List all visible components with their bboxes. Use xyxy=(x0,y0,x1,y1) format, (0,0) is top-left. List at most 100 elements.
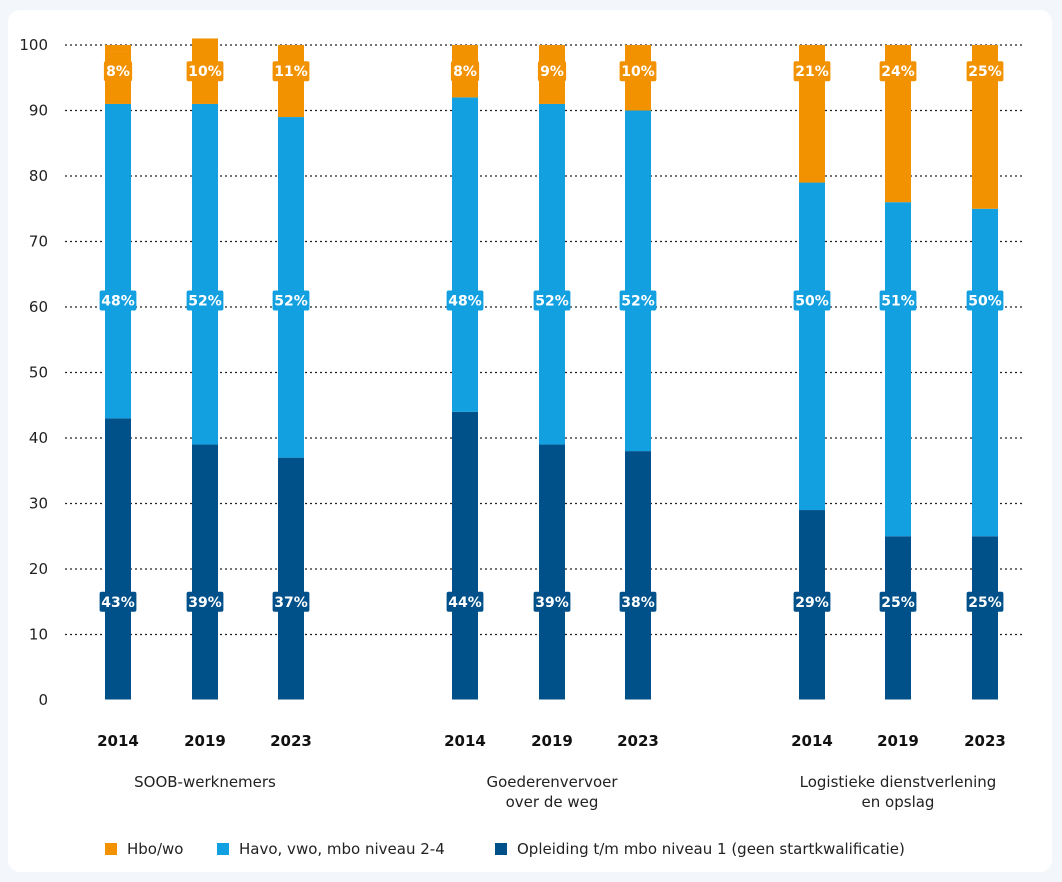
bar-segment-havo_mbo xyxy=(452,97,478,412)
bar-segment-havo_mbo xyxy=(625,110,651,452)
bar-segment-havo_mbo xyxy=(972,208,998,537)
data-label-hbo_wo: 21% xyxy=(795,64,829,80)
y-tick-label: 80 xyxy=(29,167,48,185)
x-tick-label: 2019 xyxy=(877,732,919,750)
data-label-havo_mbo: 50% xyxy=(795,293,829,309)
bar-segment-mbo1 xyxy=(192,444,218,700)
legend-swatch-havo_mbo xyxy=(217,843,229,855)
data-label-bg xyxy=(966,290,1004,311)
data-label-havo_mbo: 50% xyxy=(968,293,1002,309)
bar-segment-mbo1 xyxy=(539,444,565,700)
y-tick-label: 50 xyxy=(29,364,48,382)
data-label-bg xyxy=(99,591,137,612)
chart-card: 0 10 20 30 40 50 60 70 80 90 100 43% 48% 8% 2014 39% 52%… xyxy=(8,10,1052,872)
bar-segment-havo_mbo xyxy=(539,103,565,445)
x-tick-label: 2014 xyxy=(97,732,139,750)
legend-swatch-hbo_wo xyxy=(105,843,117,855)
data-label-bg xyxy=(186,61,224,82)
data-label-hbo_wo: 8% xyxy=(106,64,130,80)
data-label-hbo_wo: 10% xyxy=(188,64,222,80)
bar-segment-mbo1 xyxy=(452,411,478,700)
data-label-mbo1: 25% xyxy=(881,595,915,611)
bar-segment-hbo_wo-rounding xyxy=(105,45,131,52)
data-label-bg xyxy=(879,61,917,82)
data-label-mbo1: 25% xyxy=(968,595,1002,611)
legend-swatch-mbo1 xyxy=(495,843,507,855)
data-label-havo_mbo: 51% xyxy=(881,293,915,309)
data-label-hbo_wo: 24% xyxy=(881,64,915,80)
x-tick-label: 2023 xyxy=(964,732,1006,750)
legend-label-hbo_wo: Hbo/wo xyxy=(127,840,183,858)
data-label-bg xyxy=(450,61,480,82)
data-label-bg xyxy=(619,591,657,612)
data-label-bg xyxy=(272,61,310,82)
data-label-hbo_wo: 9% xyxy=(540,64,564,80)
bar-segment-mbo1 xyxy=(105,418,131,700)
x-tick-label: 2019 xyxy=(184,732,226,750)
y-tick-label: 10 xyxy=(29,626,48,644)
x-tick-label: 2023 xyxy=(270,732,312,750)
data-label-bg xyxy=(103,61,133,82)
y-tick-label: 30 xyxy=(29,495,48,513)
bar-segment-mbo1 xyxy=(972,536,998,700)
data-label-bg xyxy=(537,61,567,82)
data-label-hbo_wo: 8% xyxy=(453,64,477,80)
data-label-bg xyxy=(879,290,917,311)
group-label: SOOB-werknemers xyxy=(134,773,276,791)
data-label-hbo_wo: 11% xyxy=(274,64,308,80)
legend-label-havo_mbo: Havo, vwo, mbo niveau 2-4 xyxy=(239,840,445,858)
data-label-mbo1: 38% xyxy=(621,595,655,611)
bar-segment-havo_mbo xyxy=(278,117,304,458)
y-tick-label: 60 xyxy=(29,298,48,316)
x-tick-label: 2019 xyxy=(531,732,573,750)
y-tick-label: 40 xyxy=(29,429,48,447)
data-label-hbo_wo: 25% xyxy=(968,64,1002,80)
data-label-havo_mbo: 52% xyxy=(621,293,655,309)
stacked-bar-chart: 0 10 20 30 40 50 60 70 80 90 100 43% 48% 8% 2014 39% 52%… xyxy=(19,36,1024,858)
x-tick-label: 2014 xyxy=(444,732,486,750)
bar-segment-mbo1 xyxy=(625,451,651,700)
data-label-bg xyxy=(99,290,137,311)
data-label-bg xyxy=(186,591,224,612)
data-label-mbo1: 29% xyxy=(795,595,829,611)
x-tick-label: 2014 xyxy=(791,732,833,750)
data-label-hbo_wo: 10% xyxy=(621,64,655,80)
y-tick-label: 0 xyxy=(38,691,48,709)
data-label-bg xyxy=(793,61,831,82)
data-label-havo_mbo: 52% xyxy=(535,293,569,309)
data-label-bg xyxy=(619,61,657,82)
bar-segment-havo_mbo xyxy=(799,182,825,511)
data-label-bg xyxy=(533,591,571,612)
y-tick-label: 70 xyxy=(29,233,48,251)
x-tick-label: 2023 xyxy=(617,732,659,750)
group-label: over de weg xyxy=(506,793,599,811)
y-tick-label: 100 xyxy=(19,36,48,54)
bar-segment-havo_mbo xyxy=(105,103,131,419)
bar-segment-mbo1 xyxy=(885,536,911,700)
data-label-bg xyxy=(272,591,310,612)
bar-segment-mbo1 xyxy=(278,457,304,700)
data-label-havo_mbo: 48% xyxy=(448,293,482,309)
data-label-bg xyxy=(533,290,571,311)
bar-segment-havo_mbo xyxy=(192,103,218,445)
data-label-havo_mbo: 48% xyxy=(101,293,135,309)
data-label-havo_mbo: 52% xyxy=(188,293,222,309)
group-label: en opslag xyxy=(862,793,935,811)
data-label-mbo1: 37% xyxy=(274,595,308,611)
data-label-bg xyxy=(272,290,310,311)
data-label-bg xyxy=(793,290,831,311)
y-tick-label: 90 xyxy=(29,102,48,120)
legend-label-mbo1: Opleiding t/m mbo niveau 1 (geen startkw… xyxy=(517,840,905,858)
data-label-mbo1: 39% xyxy=(188,595,222,611)
data-label-mbo1: 44% xyxy=(448,595,482,611)
bar-segment-havo_mbo xyxy=(885,202,911,537)
y-tick-label: 20 xyxy=(29,560,48,578)
group-label: Logistieke dienstverlening xyxy=(800,773,997,791)
data-label-bg xyxy=(966,591,1004,612)
group-label: Goederenvervoer xyxy=(486,773,618,791)
data-label-mbo1: 43% xyxy=(101,595,135,611)
data-label-bg xyxy=(446,290,484,311)
data-label-havo_mbo: 52% xyxy=(274,293,308,309)
data-label-bg xyxy=(793,591,831,612)
data-label-bg xyxy=(446,591,484,612)
